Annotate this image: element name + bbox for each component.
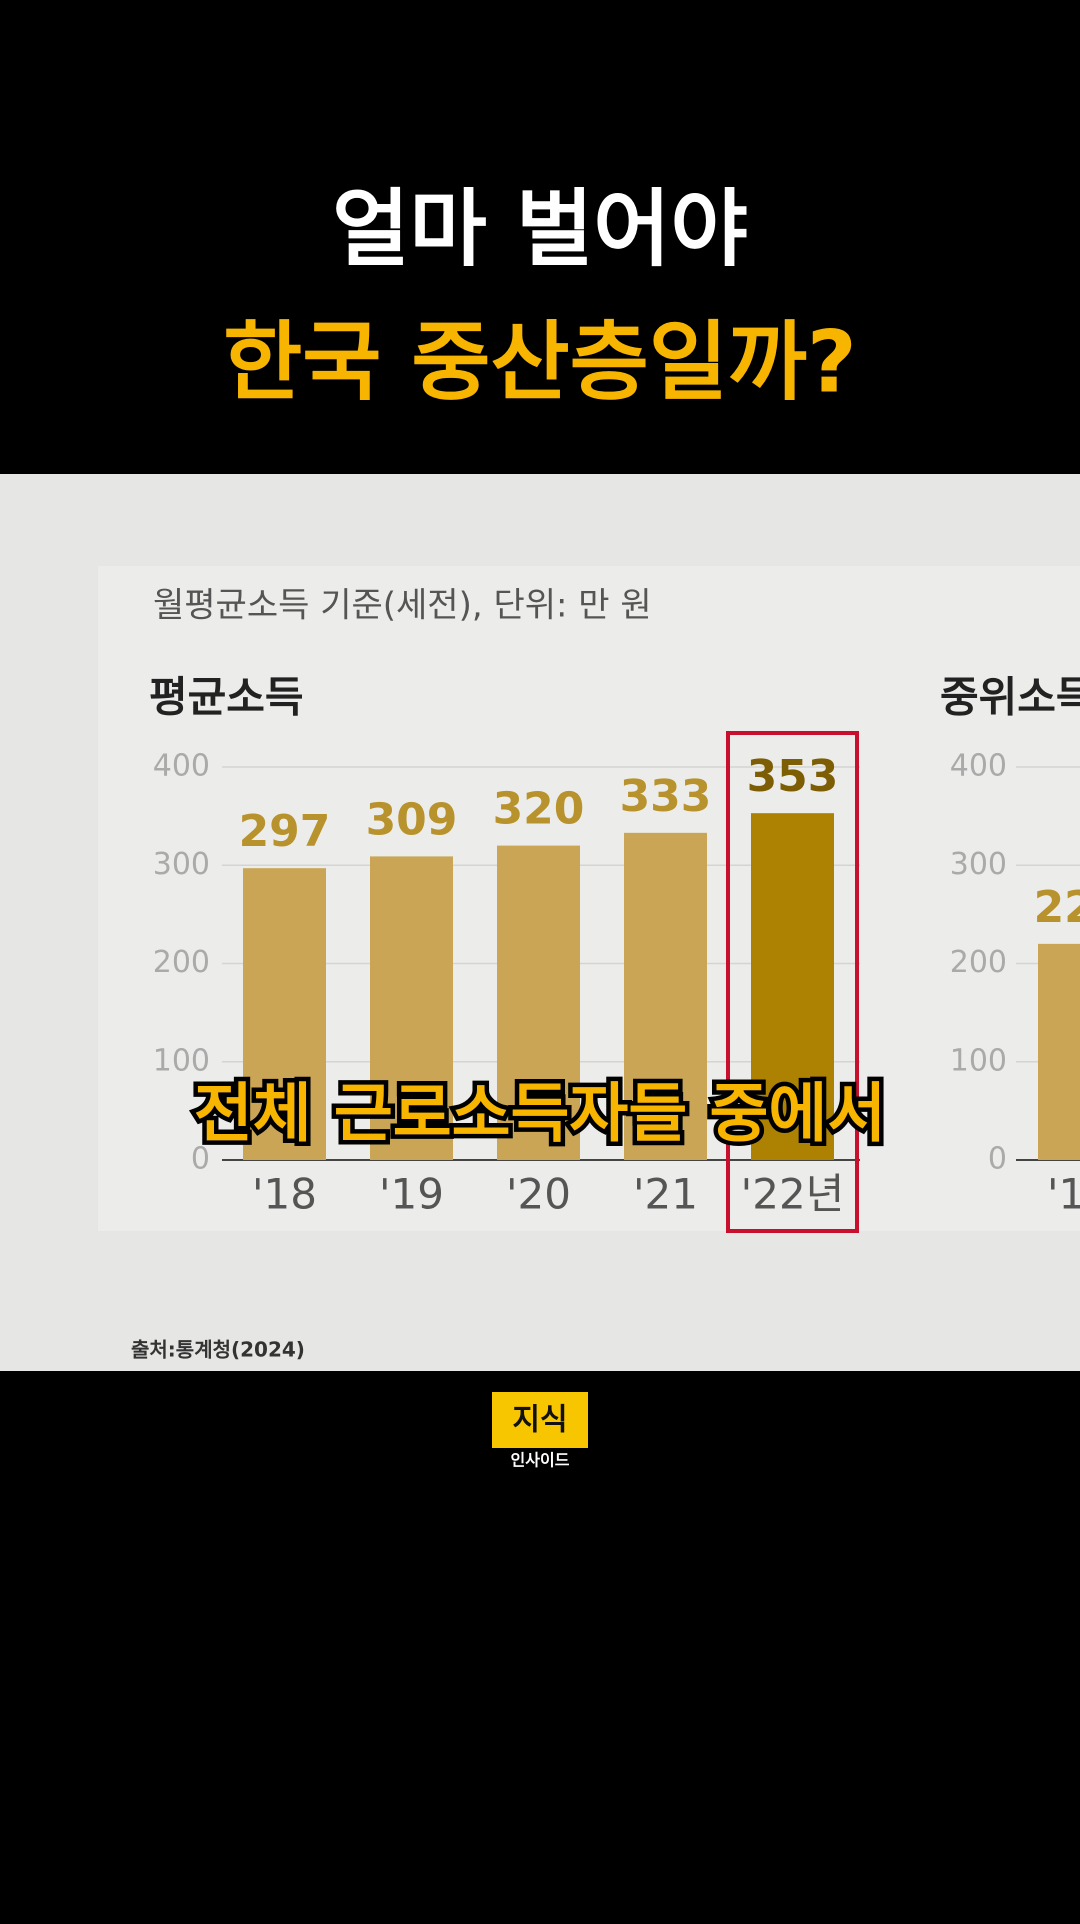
bar <box>624 832 707 1160</box>
y-tick-label: 100 <box>153 1043 210 1078</box>
logo-box <box>492 1392 588 1448</box>
y-tick-label: 400 <box>950 749 1007 784</box>
x-tick-label: '20 <box>506 1170 571 1219</box>
headline: 얼마 벌어야 <box>332 180 748 278</box>
chart-title: 평균소득 <box>149 673 304 722</box>
y-tick-label: 300 <box>950 847 1007 882</box>
bar <box>370 856 453 1160</box>
y-tick-label: 0 <box>191 1142 210 1177</box>
bar <box>1038 943 1080 1160</box>
y-tick-label: 100 <box>950 1043 1007 1078</box>
x-tick-label: '22년 <box>741 1170 845 1219</box>
value-label: 220 <box>1034 882 1080 933</box>
highlight-box <box>726 731 859 1233</box>
caption: 전체 근로소득자들 중에서 <box>194 1078 886 1152</box>
value-label: 333 <box>620 771 712 822</box>
x-tick-label: '18 <box>1047 1170 1080 1219</box>
y-tick-label: 200 <box>153 945 210 980</box>
value-label: 297 <box>239 806 331 857</box>
y-tick-label: 300 <box>153 847 210 882</box>
source: 출처:통계청(2024) <box>131 1338 305 1362</box>
bar <box>751 813 834 1160</box>
value-label: 309 <box>366 794 458 845</box>
logo-top: 지식 <box>512 1403 567 1438</box>
y-tick-label: 0 <box>988 1142 1007 1177</box>
bar <box>243 868 326 1160</box>
headline-highlight: 한국 중산층일까? <box>223 312 857 412</box>
chart-subtitle: 월평균소득 기준(세전), 단위: 만 원 <box>153 586 652 626</box>
x-tick-label: '21 <box>633 1170 698 1219</box>
x-tick-label: '18 <box>252 1170 317 1219</box>
y-tick-label: 400 <box>153 749 210 784</box>
value-label: 320 <box>493 784 585 835</box>
logo-bottom: 인사이드 <box>511 1451 570 1470</box>
chart-title: 중위소득 <box>940 673 1080 722</box>
x-tick-label: '19 <box>379 1170 444 1219</box>
y-tick-label: 200 <box>950 945 1007 980</box>
value-label: 353 <box>747 751 839 802</box>
bar <box>497 845 580 1160</box>
